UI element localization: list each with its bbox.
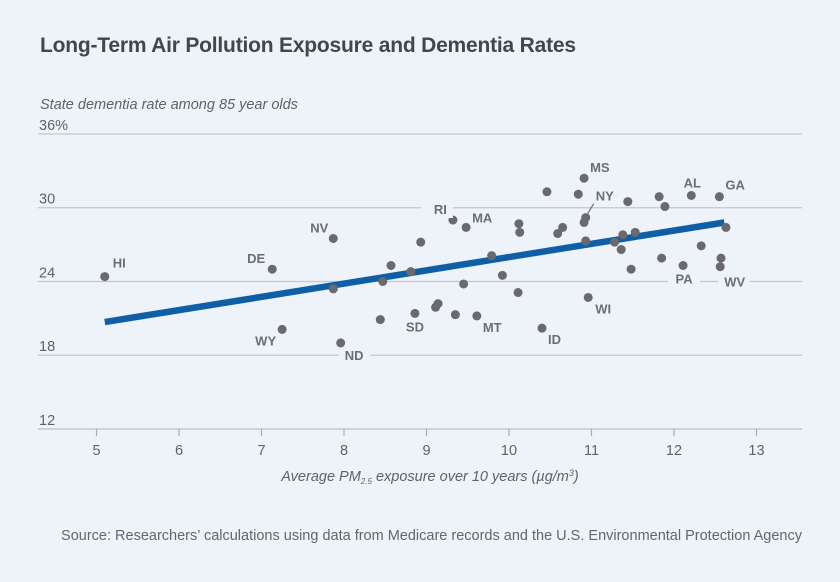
data-point bbox=[416, 237, 426, 247]
data-point bbox=[721, 222, 731, 232]
x-axis-label-sub: 2.5 bbox=[360, 477, 372, 486]
label-background bbox=[668, 271, 701, 288]
state-label-pa: PA bbox=[676, 272, 694, 287]
data-point bbox=[558, 222, 568, 232]
ny-leader-line bbox=[587, 203, 595, 214]
state-label-ma: MA bbox=[472, 210, 493, 225]
x-tick-label: 8 bbox=[340, 443, 348, 459]
source-note: Source: Researchers’ calculations using … bbox=[61, 528, 802, 544]
data-point bbox=[581, 236, 591, 246]
data-point-wv bbox=[715, 262, 725, 272]
x-axis-label-sup: 3 bbox=[568, 468, 574, 478]
data-point bbox=[618, 230, 628, 240]
data-point-ga bbox=[714, 192, 724, 202]
data-point bbox=[375, 315, 385, 325]
state-label-sd: SD bbox=[406, 319, 424, 334]
data-point bbox=[459, 279, 469, 289]
state-label-ny: NY bbox=[596, 189, 614, 204]
x-tick-label: 6 bbox=[175, 443, 183, 459]
data-point bbox=[514, 219, 524, 229]
state-label-de: DE bbox=[247, 251, 265, 266]
data-point-nd bbox=[336, 338, 346, 348]
x-tick-label: 7 bbox=[257, 443, 265, 459]
data-point bbox=[487, 251, 497, 261]
y-tick-label: 12 bbox=[39, 413, 55, 429]
x-axis-label-post: ) bbox=[573, 469, 579, 485]
data-point-ma bbox=[461, 222, 471, 232]
data-point-de bbox=[267, 264, 277, 274]
data-point-ms bbox=[579, 173, 589, 183]
y-tick-label: 24 bbox=[39, 265, 55, 281]
state-label-nv: NV bbox=[310, 220, 328, 235]
data-point bbox=[378, 276, 388, 286]
data-point bbox=[542, 187, 552, 197]
x-tick-label: 9 bbox=[422, 443, 430, 459]
state-label-wi: WI bbox=[595, 301, 611, 316]
data-point-wy bbox=[277, 324, 287, 334]
state-labels: HI DE NV WY ND SD RI MA MT ID MS NY WI PA AL GA WV bbox=[113, 160, 751, 364]
data-point-wi bbox=[583, 292, 593, 302]
x-axis-label-pre: Average PM bbox=[281, 469, 361, 485]
data-point bbox=[716, 253, 726, 263]
x-tick-label: 12 bbox=[666, 443, 682, 459]
x-axis-label-mid: exposure over 10 years (µg/m bbox=[371, 469, 569, 485]
data-point-sd bbox=[410, 308, 420, 318]
x-axis-label: Average PM2.5 exposure over 10 years (µg… bbox=[0, 468, 840, 486]
data-point bbox=[579, 217, 589, 227]
data-point bbox=[630, 227, 640, 237]
data-point-pa bbox=[678, 261, 688, 271]
x-tick-label: 11 bbox=[584, 443, 599, 459]
state-label-ri: RI bbox=[434, 202, 447, 217]
state-label-wv: WV bbox=[724, 275, 745, 290]
data-point bbox=[657, 253, 667, 263]
state-label-hi: HI bbox=[113, 256, 126, 271]
y-tick-label: 18 bbox=[39, 339, 55, 355]
data-point bbox=[660, 202, 670, 212]
data-point bbox=[573, 189, 583, 199]
x-axis: 5 6 7 8 9 10 11 12 13 bbox=[92, 428, 765, 459]
state-label-nd: ND bbox=[345, 348, 364, 363]
data-point bbox=[623, 197, 633, 207]
data-point bbox=[433, 299, 443, 309]
data-point bbox=[328, 284, 338, 294]
data-point-nv bbox=[328, 233, 338, 243]
data-point bbox=[626, 264, 636, 274]
data-point bbox=[406, 267, 416, 277]
data-point bbox=[386, 261, 396, 271]
label-background bbox=[338, 347, 371, 364]
data-point bbox=[515, 227, 525, 237]
data-point bbox=[696, 241, 706, 251]
y-tick-label: 36% bbox=[39, 118, 68, 134]
state-label-ms: MS bbox=[590, 160, 610, 175]
data-point bbox=[654, 192, 664, 202]
state-label-id: ID bbox=[548, 332, 561, 347]
data-point-id bbox=[537, 323, 547, 333]
state-label-al: AL bbox=[684, 175, 701, 190]
label-background bbox=[718, 274, 751, 291]
y-tick-labels: 12 18 24 30 36% bbox=[39, 118, 68, 429]
state-label-mt: MT bbox=[483, 320, 502, 335]
data-point-al bbox=[686, 190, 696, 200]
label-background bbox=[420, 202, 453, 219]
x-tick-label: 10 bbox=[501, 443, 517, 459]
data-point bbox=[497, 270, 507, 280]
state-label-ga: GA bbox=[725, 178, 745, 193]
data-point-hi bbox=[100, 272, 110, 282]
chart-title: Long-Term Air Pollution Exposure and Dem… bbox=[40, 34, 576, 57]
y-tick-label: 30 bbox=[39, 192, 55, 208]
data-point bbox=[616, 245, 626, 255]
data-points bbox=[100, 173, 731, 348]
x-tick-label: 13 bbox=[748, 443, 764, 459]
x-tick-label: 5 bbox=[92, 443, 100, 459]
data-point bbox=[513, 288, 523, 298]
state-label-wy: WY bbox=[255, 333, 276, 348]
data-point bbox=[553, 229, 563, 239]
y-axis-label: State dementia rate among 85 year olds bbox=[40, 97, 298, 113]
data-point bbox=[450, 310, 460, 320]
data-point bbox=[610, 237, 620, 247]
data-point-mt bbox=[472, 311, 482, 321]
